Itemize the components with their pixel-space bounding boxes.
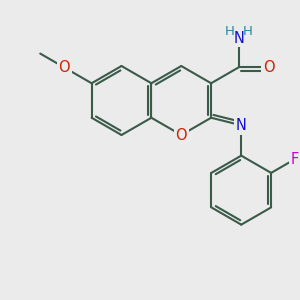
Text: N: N <box>236 118 247 133</box>
Text: N: N <box>233 31 244 46</box>
Text: F: F <box>291 152 299 166</box>
Text: O: O <box>58 60 70 75</box>
Text: O: O <box>176 128 187 142</box>
Text: H: H <box>243 25 253 38</box>
Text: H: H <box>225 25 235 38</box>
Text: O: O <box>263 60 275 75</box>
